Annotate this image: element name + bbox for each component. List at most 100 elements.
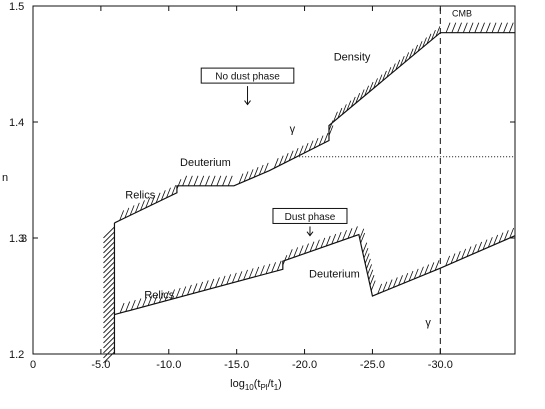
hatch-dust <box>125 301 131 312</box>
hatch-dust <box>187 284 192 296</box>
hatch-dust <box>471 244 477 255</box>
hatch-dust <box>209 278 215 290</box>
hatch-no-dust <box>390 63 396 74</box>
hatch-dust <box>325 235 331 247</box>
hatch-no-dust <box>503 22 508 33</box>
hatch-no-dust <box>368 81 374 93</box>
x-tick-label: -10.0 <box>156 359 181 371</box>
hatch-no-dust <box>474 22 480 33</box>
x-axis-title: log10(tPl/t1) <box>230 378 282 392</box>
wall-hatch <box>103 256 115 269</box>
hatch-dust <box>254 266 260 278</box>
hatch-no-dust <box>333 111 338 122</box>
hatch-no-dust <box>422 37 427 48</box>
hatch-no-dust <box>227 175 233 186</box>
hatch-dust <box>119 302 125 314</box>
box-dust-phase-frame <box>272 207 348 224</box>
hatch-no-dust <box>278 155 284 166</box>
hatch-no-dust <box>313 137 319 149</box>
hatch-no-dust <box>491 22 497 33</box>
hatch-no-dust <box>355 93 361 104</box>
hatch-no-dust <box>171 185 177 196</box>
hatch-no-dust <box>373 78 378 89</box>
hatch-no-dust <box>150 195 156 206</box>
hatch-dust <box>367 264 372 275</box>
hatch-no-dust <box>248 169 254 180</box>
wall-hatch <box>103 231 115 244</box>
reference-lines-layer <box>113 6 515 354</box>
hatch-dust <box>377 283 383 295</box>
box-no-dust-phase-text: No dust phase <box>215 72 280 83</box>
hatch-no-dust <box>346 100 352 111</box>
hatch-dust <box>215 277 220 288</box>
hatch-dust <box>419 266 424 277</box>
hatch-dust <box>265 263 271 274</box>
hatch-dust <box>482 239 488 250</box>
hatch-no-dust <box>193 175 199 186</box>
hatch-dust <box>331 233 337 245</box>
wall-hatch <box>103 331 115 344</box>
wall-hatch <box>103 306 115 319</box>
hatch-no-dust <box>364 85 369 96</box>
hatch-no-dust <box>253 167 259 178</box>
hatch-dust <box>429 262 435 273</box>
hatch-dust <box>271 262 276 273</box>
hatch-dust <box>276 260 282 271</box>
hatch-no-dust <box>445 22 451 33</box>
hatch-no-dust <box>298 145 304 156</box>
hatch-dust <box>304 243 309 254</box>
label-deuterium-lower: Deuterium <box>309 268 360 280</box>
hatch-dust <box>493 234 499 246</box>
hatch-dust <box>170 289 175 300</box>
hatch-no-dust <box>293 148 299 159</box>
series-layer <box>114 32 516 316</box>
hatch-dust <box>413 268 419 280</box>
wall-hatch <box>103 296 115 309</box>
hatch-dust <box>487 237 493 248</box>
x-tick-label: -30.0 <box>428 359 453 371</box>
hatch-dust <box>336 231 342 243</box>
wall-hatch <box>103 261 115 274</box>
hatch-dust <box>369 275 375 286</box>
hatch-dust <box>293 247 299 258</box>
hatch-no-dust <box>426 33 432 44</box>
hatch-no-dust <box>417 41 423 52</box>
wall-hatch <box>103 321 115 334</box>
hatch-dust <box>181 286 187 297</box>
hatch-no-dust <box>303 142 309 154</box>
wall-hatch <box>103 316 115 329</box>
hatch-no-dust <box>395 59 401 70</box>
wall-hatch <box>103 341 115 354</box>
annotations-layer: Density CMB Deuterium Relics γ Relics Deuteriu… <box>125 8 472 329</box>
series-dust <box>114 233 516 316</box>
hatch-dust <box>320 237 326 249</box>
hatch-no-dust <box>273 158 279 169</box>
hatch-no-dust <box>431 29 436 41</box>
hatch-dust <box>509 227 515 239</box>
hatch-dust <box>198 281 204 293</box>
hatch-dust <box>347 228 353 239</box>
x-tick-label: -15.0 <box>224 359 249 371</box>
hatch-dust <box>503 230 509 241</box>
box-dust-phase-arrowhead <box>306 231 314 237</box>
hatch-dust <box>370 280 376 291</box>
wall-hatch <box>103 241 115 254</box>
hatch-no-dust <box>288 150 294 161</box>
hatch-no-dust <box>457 22 462 33</box>
hatch-no-dust <box>377 74 383 85</box>
hatch-no-dust <box>328 125 334 136</box>
hatch-no-dust <box>399 55 405 67</box>
hatch-dust <box>315 239 320 250</box>
hatch-dust <box>360 232 366 244</box>
hatch-dust <box>192 283 198 294</box>
wall-hatch <box>103 291 115 304</box>
box-dust-phase-text: Dust phase <box>285 212 336 223</box>
hatch-dust <box>424 264 430 275</box>
box-dust-phase: Dust phase <box>272 207 348 237</box>
hatch-dust <box>408 270 414 282</box>
wall-hatch <box>103 336 115 349</box>
hatch-dust <box>498 232 504 243</box>
hatch-dust <box>362 242 368 253</box>
label-gamma-lower: γ <box>425 317 431 329</box>
